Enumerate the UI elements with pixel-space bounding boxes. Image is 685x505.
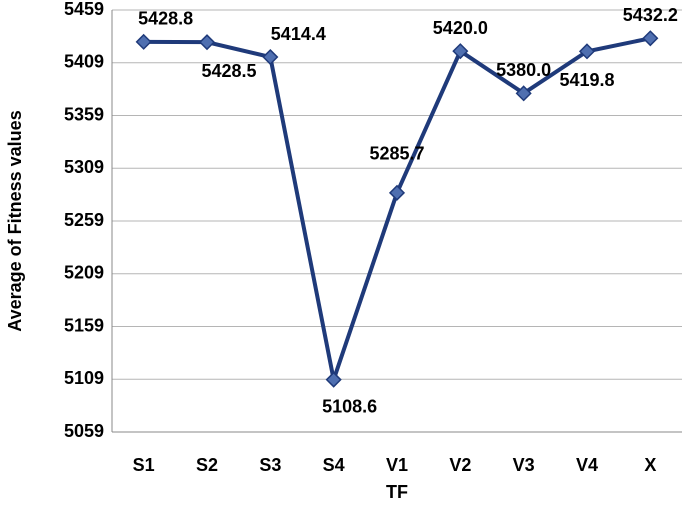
y-axis-title: Average of Fitness values (5, 110, 25, 331)
marker (198, 34, 216, 51)
data-label: 5428.5 (201, 61, 256, 81)
y-tick-label: 5209 (64, 263, 104, 283)
x-tick-label: S4 (323, 455, 345, 475)
marker (325, 371, 342, 388)
y-tick-label: 5459 (64, 0, 104, 19)
data-label: 5108.6 (322, 396, 377, 416)
marker (642, 30, 659, 47)
y-tick-label: 5109 (64, 368, 104, 388)
marker (262, 48, 279, 66)
y-tick-label: 5059 (64, 421, 104, 441)
y-tick-label: 5309 (64, 157, 104, 177)
x-tick-label: S1 (133, 455, 155, 475)
y-tick-label: 5409 (64, 52, 104, 72)
data-label: 5285.7 (369, 144, 424, 164)
marker (452, 43, 469, 60)
x-tick-label: V4 (576, 455, 598, 475)
data-label: 5420.0 (433, 18, 488, 38)
data-label: 5428.8 (138, 9, 193, 29)
marker (578, 43, 596, 60)
data-label: 5414.4 (271, 24, 326, 44)
x-tick-label: V3 (513, 455, 535, 475)
data-label: 5432.2 (623, 5, 678, 25)
x-tick-label: S3 (259, 455, 281, 475)
data-label: 5419.8 (559, 70, 614, 90)
y-tick-label: 5359 (64, 104, 104, 124)
x-axis-title: TF (386, 482, 408, 502)
marker (515, 85, 532, 102)
marker (388, 184, 406, 201)
y-tick-label: 5259 (64, 210, 104, 230)
x-tick-label: X (644, 455, 656, 475)
marker (135, 33, 152, 50)
x-tick-label: V2 (449, 455, 471, 475)
x-tick-label: S2 (196, 455, 218, 475)
x-tick-label: V1 (386, 455, 408, 475)
y-tick-label: 5159 (64, 315, 104, 335)
data-label: 5380.0 (496, 60, 551, 80)
